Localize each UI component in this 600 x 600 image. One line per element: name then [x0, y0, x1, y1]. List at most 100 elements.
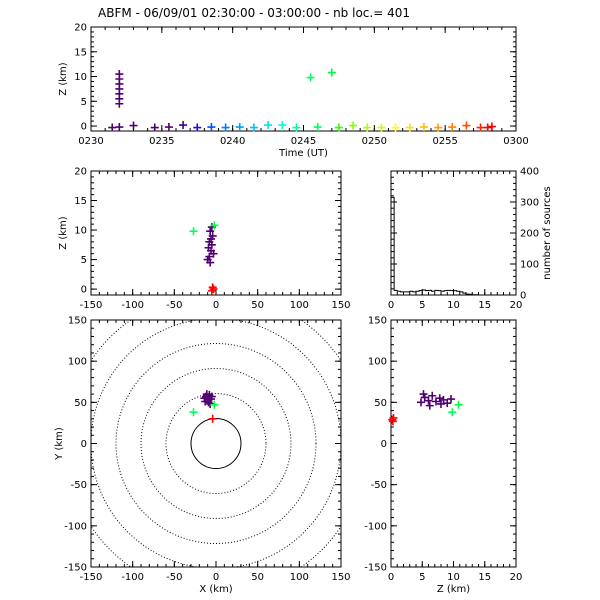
data-point: [434, 123, 443, 132]
x-tick-label: 0: [213, 300, 219, 311]
y-tick-label: 0: [81, 285, 87, 296]
x-tick-label: 15: [478, 572, 491, 583]
x-tick-label: 0250: [362, 136, 387, 147]
histogram-line: [390, 196, 516, 296]
y-tick-label: 10: [74, 72, 87, 83]
x-tick-label: -50: [166, 300, 182, 311]
y-tick-label: 300: [520, 198, 539, 209]
y-tick-label: 100: [68, 357, 87, 368]
y-tick-label: 0: [81, 122, 87, 133]
y-tick-label: 5: [81, 255, 87, 266]
data-point: [115, 123, 124, 132]
y-tick-label: -150: [64, 563, 87, 574]
y-tick-label: 15: [74, 196, 87, 207]
plan-view-panel: -150 -100 -50 0 50 100 150 -150 -100 -50 0 50 100 150…: [54, 316, 351, 596]
x-tick-label: -150: [80, 300, 103, 311]
data-point: [189, 408, 198, 417]
plot-frame: [90, 319, 342, 568]
time-height-panel: 0230 0235 0240 0245 0250 0255 0300 0 5 10 15 20 Time…: [58, 23, 529, 160]
y-tick-label: -50: [371, 480, 387, 491]
data-point: [428, 391, 437, 400]
data-point: [425, 401, 434, 410]
data-point: [129, 121, 138, 130]
y-tick-label: 20: [74, 23, 87, 34]
x-tick-label: -50: [166, 572, 182, 583]
data-point: [207, 286, 216, 295]
x-tick-label: 0300: [503, 136, 528, 147]
data-point: [424, 396, 433, 405]
data-point: [201, 397, 210, 406]
data-point: [164, 123, 173, 132]
data-point: [448, 123, 457, 132]
data-point: [476, 123, 485, 132]
data-point: [448, 408, 457, 417]
data-point: [210, 221, 219, 230]
x-tick-label: 150: [331, 300, 350, 311]
data-point: [115, 70, 124, 79]
height-y-panel: 0 5 10 15 20 -150 -100 -50 0 50 100 150 Z (km): [364, 316, 522, 596]
data-point: [391, 123, 400, 132]
data-point: [207, 392, 216, 401]
data-point: [306, 73, 315, 82]
data-point: [207, 123, 216, 132]
y-axis-label: Y (km): [54, 427, 65, 461]
data-point: [435, 394, 444, 403]
x-tick-label: 100: [290, 300, 309, 311]
x-tick-label: 100: [290, 572, 309, 583]
y-tick-label: 200: [520, 229, 539, 240]
x-tick-label: 5: [419, 300, 425, 311]
data-point: [209, 285, 218, 294]
range-ring: [190, 418, 242, 469]
range-ring: [91, 320, 341, 567]
range-rings: [91, 320, 341, 567]
data-point: [150, 123, 159, 132]
data-point: [462, 121, 471, 130]
x-tick-label: 10: [447, 300, 460, 311]
y-tick-label: 50: [374, 398, 387, 409]
data-point: [209, 249, 218, 258]
data-point: [206, 399, 215, 408]
x-tick-label: 20: [510, 572, 523, 583]
x-axis-label: Z (km): [437, 584, 470, 595]
data-point: [264, 121, 273, 130]
y-tick-label: -100: [64, 521, 87, 532]
x-tick-label: 0: [388, 572, 394, 583]
y-tick-label: 5: [81, 97, 87, 108]
data-point: [487, 122, 496, 131]
data-point: [221, 123, 230, 132]
y-axis-label: number of sources: [542, 186, 553, 279]
data-point: [208, 414, 217, 423]
range-ring: [115, 343, 317, 544]
data-point: [334, 123, 343, 132]
data-point: [203, 255, 212, 264]
data-point: [419, 390, 428, 399]
plot-frame: [90, 26, 517, 132]
x-tick-label: -100: [121, 300, 144, 311]
x-tick-label: 0235: [149, 136, 174, 147]
x-tick-label: 150: [331, 572, 350, 583]
data-point: [405, 123, 414, 132]
data-point: [292, 123, 301, 132]
plot-frame: [90, 170, 342, 296]
data-point: [249, 123, 258, 132]
x-height-panel: -150 -100 -50 0 50 100 150 0 5 10 15 20 Z (km): [58, 167, 351, 312]
y-tick-label: -100: [364, 521, 387, 532]
y-tick-label: 15: [74, 47, 87, 58]
x-tick-label: 50: [251, 300, 264, 311]
x-tick-label: 0240: [220, 136, 245, 147]
x-tick-label: 0230: [78, 136, 103, 147]
data-point: [193, 123, 202, 132]
data-point: [278, 121, 287, 130]
range-ring: [140, 368, 292, 519]
y-tick-label: 10: [74, 226, 87, 237]
x-tick-label: 20: [510, 300, 523, 311]
x-tick-label: 10: [447, 572, 460, 583]
x-tick-label: 50: [251, 572, 264, 583]
y-tick-label: 100: [520, 260, 539, 271]
data-point: [327, 68, 336, 77]
data-point: [417, 398, 425, 407]
plot-frame: [390, 319, 517, 568]
data-point: [349, 121, 358, 130]
